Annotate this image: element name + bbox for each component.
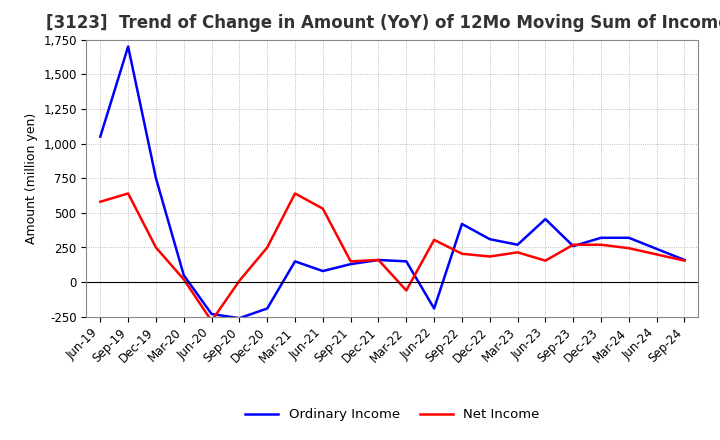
- Ordinary Income: [263, 306, 271, 311]
- Ordinary Income: [624, 235, 633, 240]
- Ordinary Income: [541, 216, 550, 222]
- Net Income: [430, 237, 438, 242]
- Ordinary Income: [207, 312, 216, 317]
- Net Income: [207, 318, 216, 323]
- Ordinary Income: [402, 259, 410, 264]
- Net Income: [346, 259, 355, 264]
- Net Income: [152, 245, 161, 250]
- Net Income: [374, 257, 383, 263]
- Ordinary Income: [346, 261, 355, 267]
- Line: Ordinary Income: Ordinary Income: [100, 47, 685, 318]
- Ordinary Income: [569, 243, 577, 249]
- Net Income: [96, 199, 104, 205]
- Ordinary Income: [96, 134, 104, 139]
- Ordinary Income: [235, 315, 243, 321]
- Net Income: [652, 252, 661, 257]
- Net Income: [680, 258, 689, 263]
- Ordinary Income: [318, 268, 327, 274]
- Net Income: [179, 277, 188, 282]
- Ordinary Income: [458, 221, 467, 227]
- Title: [3123]  Trend of Change in Amount (YoY) of 12Mo Moving Sum of Incomes: [3123] Trend of Change in Amount (YoY) o…: [45, 15, 720, 33]
- Net Income: [263, 245, 271, 250]
- Net Income: [485, 254, 494, 259]
- Ordinary Income: [374, 257, 383, 263]
- Net Income: [541, 258, 550, 263]
- Net Income: [402, 288, 410, 293]
- Line: Net Income: Net Income: [100, 194, 685, 321]
- Ordinary Income: [291, 259, 300, 264]
- Ordinary Income: [124, 44, 132, 49]
- Ordinary Income: [513, 242, 522, 247]
- Net Income: [624, 246, 633, 251]
- Net Income: [318, 206, 327, 211]
- Ordinary Income: [680, 257, 689, 263]
- Net Income: [291, 191, 300, 196]
- Net Income: [597, 242, 606, 247]
- Net Income: [235, 278, 243, 283]
- Ordinary Income: [652, 246, 661, 252]
- Net Income: [569, 242, 577, 247]
- Ordinary Income: [485, 237, 494, 242]
- Legend: Ordinary Income, Net Income: Ordinary Income, Net Income: [240, 403, 545, 427]
- Net Income: [458, 251, 467, 257]
- Ordinary Income: [430, 306, 438, 311]
- Ordinary Income: [597, 235, 606, 240]
- Ordinary Income: [179, 272, 188, 278]
- Ordinary Income: [152, 176, 161, 181]
- Net Income: [513, 250, 522, 255]
- Net Income: [124, 191, 132, 196]
- Y-axis label: Amount (million yen): Amount (million yen): [24, 113, 37, 244]
